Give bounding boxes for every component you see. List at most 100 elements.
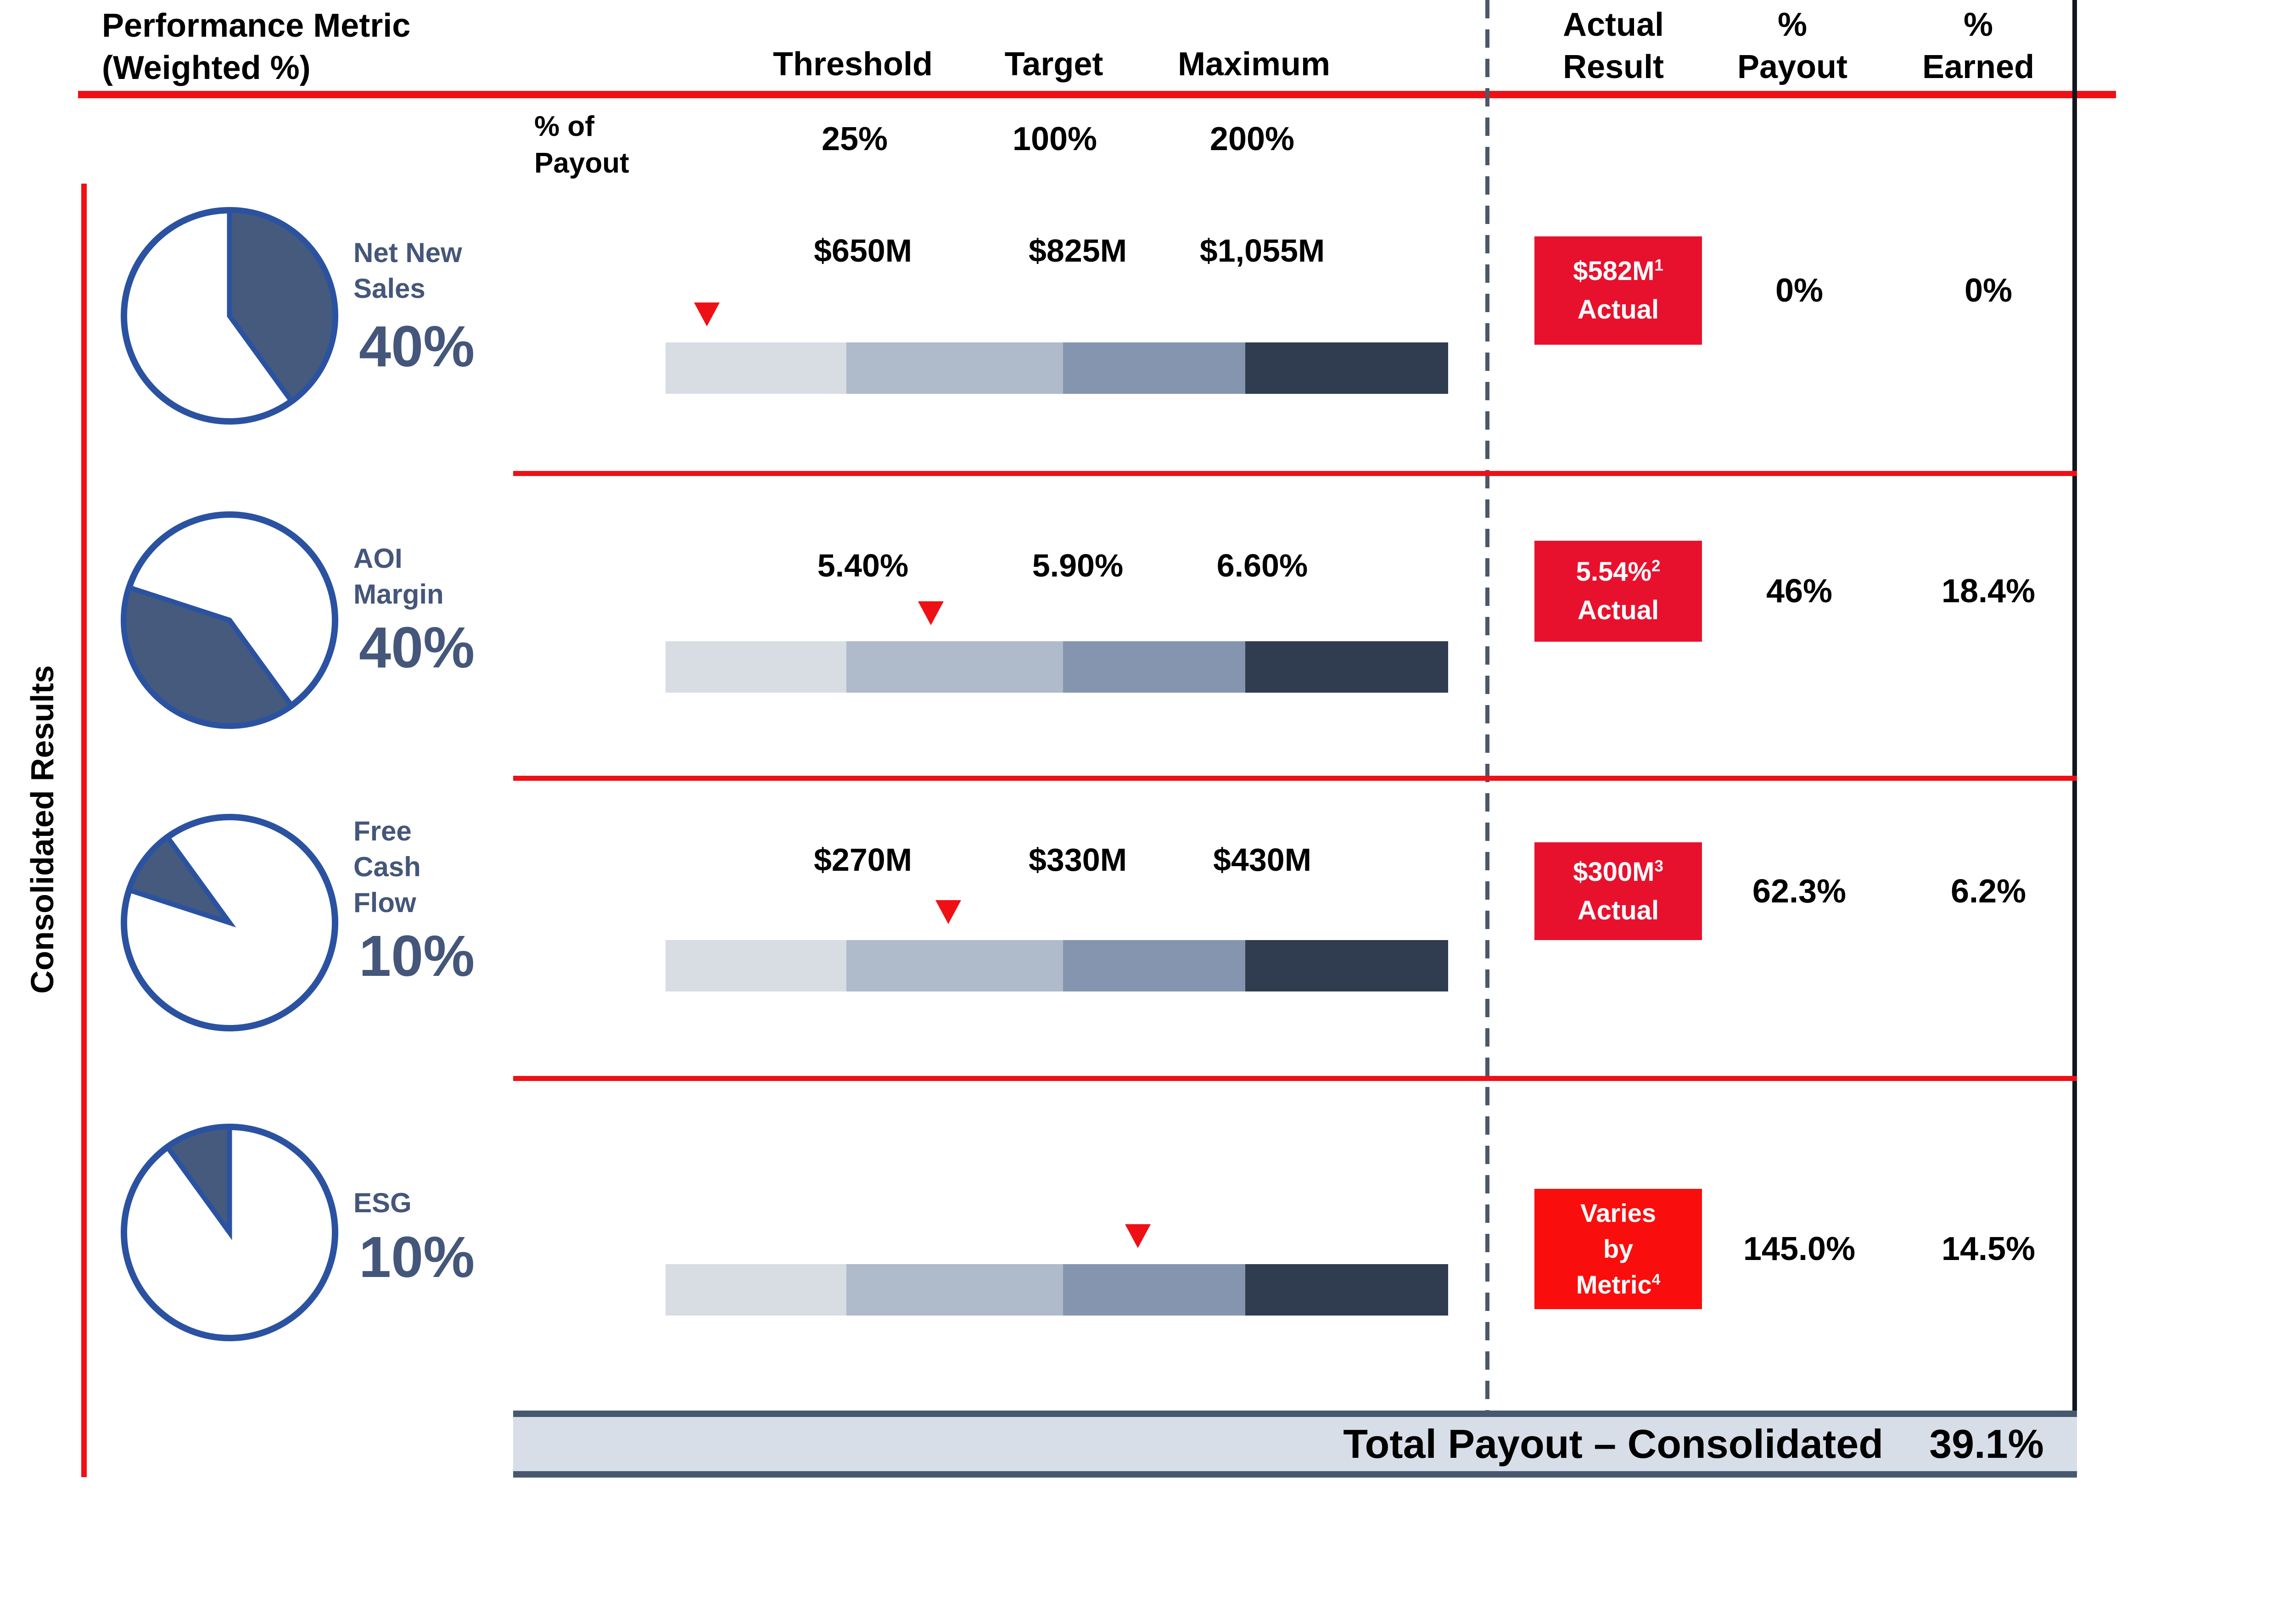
payout-tick-maximum: 200% xyxy=(1209,121,1295,157)
metric-label-free-cash-flow: Free Cash Flow xyxy=(353,813,421,921)
actual-result-box: Varies by Metric4 xyxy=(1534,1189,1702,1309)
actual-result-value: 5.54%2 xyxy=(1576,557,1661,587)
actual-result-value: $300M3 xyxy=(1573,857,1663,887)
pie-chart-net-new-sales-svg xyxy=(121,207,338,425)
target-value: 5.90% xyxy=(1032,548,1124,583)
actual-marker-triangle xyxy=(935,900,961,924)
pct-payout-value: 46% xyxy=(1766,573,1833,610)
actual-result-line: by xyxy=(1603,1234,1634,1263)
pct-payout-value: 145.0% xyxy=(1743,1231,1856,1267)
column-header-pct-earned: % Earned xyxy=(1818,4,2139,88)
target-value: $330M xyxy=(1028,842,1127,878)
pie-chart-free-cash-flow xyxy=(115,808,344,1037)
column-header-actual-line2: Result xyxy=(1562,49,1664,85)
scale-segment-maximum xyxy=(1245,641,1448,693)
performance-metric-header-line2: (Weighted %) xyxy=(102,50,311,86)
actual-result-caption: Actual xyxy=(1577,895,1659,925)
metric-label-line: Cash xyxy=(353,851,421,882)
metric-label-line: Sales xyxy=(353,273,425,304)
pct-payout-value: 62.3% xyxy=(1752,873,1847,910)
column-header-pct-payout-line1: % xyxy=(1777,6,1808,43)
column-header-maximum: Maximum xyxy=(1177,46,1331,83)
actual-result-box: $300M3 Actual xyxy=(1534,842,1702,940)
pct-of-payout-line2: Payout xyxy=(534,147,629,179)
header-underline-rule xyxy=(78,91,2116,98)
actual-result-caption: Actual xyxy=(1577,595,1659,625)
pct-of-payout-line1: % of xyxy=(534,111,594,142)
metric-weight-net-new-sales: 40% xyxy=(359,314,475,379)
pie-chart-aoi-margin xyxy=(115,505,344,735)
column-header-actual-line1: Actual xyxy=(1562,6,1664,43)
pct-earned-value: 0% xyxy=(1964,272,2013,309)
scale-segment-below-threshold xyxy=(666,940,846,991)
actual-result-box: 5.54%2 Actual xyxy=(1534,541,1702,642)
scale-segment-target-to-maximum xyxy=(1063,342,1246,394)
pie-chart-aoi-margin-svg xyxy=(121,511,338,729)
payout-tick-threshold: 25% xyxy=(821,121,888,157)
footnote-marker: 1 xyxy=(1654,256,1663,274)
target-value: $825M xyxy=(1028,233,1127,269)
payout-scale-bar xyxy=(666,342,1448,394)
scale-segment-maximum xyxy=(1245,940,1448,991)
metric-label-aoi-margin: AOI Margin xyxy=(353,541,444,612)
pct-earned-value: 14.5% xyxy=(1941,1231,2036,1267)
pie-chart-free-cash-flow-svg xyxy=(121,814,338,1031)
actual-result-line: Varies xyxy=(1580,1198,1657,1227)
footnote-marker: 4 xyxy=(1651,1271,1661,1288)
scale-segment-target-to-maximum xyxy=(1063,1264,1246,1316)
metric-label-line: Margin xyxy=(353,579,444,610)
metric-label-line: Net New xyxy=(353,237,462,268)
column-header-pct-payout: % Payout xyxy=(1632,4,1953,88)
footnote-marker: 3 xyxy=(1654,857,1663,875)
pie-chart-net-new-sales xyxy=(115,201,344,431)
threshold-value: 5.40% xyxy=(817,548,909,583)
total-payout-value: 39.1% xyxy=(1929,1421,2044,1467)
pct-earned-value: 6.2% xyxy=(1950,873,2026,910)
scale-segment-threshold-to-target xyxy=(846,342,1064,394)
scale-segment-maximum xyxy=(1245,342,1448,394)
threshold-value: $650M xyxy=(813,233,912,269)
scale-segment-below-threshold xyxy=(666,641,846,693)
scale-segment-target-to-maximum xyxy=(1063,641,1246,693)
column-header-pct-earned-line2: Earned xyxy=(1922,49,2035,85)
metric-label-line: Free xyxy=(353,816,412,846)
metric-label-esg: ESG xyxy=(353,1185,412,1221)
performance-metric-header: Performance Metric (Weighted %) xyxy=(102,5,410,89)
pct-of-payout-label: % of Payout xyxy=(534,108,629,182)
actual-result-divider-dashed-line xyxy=(1485,0,1489,1411)
column-header-actual-result: Actual Result xyxy=(1453,4,1774,88)
scale-segment-threshold-to-target xyxy=(846,641,1064,693)
scale-segment-threshold-to-target xyxy=(846,940,1064,991)
metric-label-line: Flow xyxy=(353,887,416,918)
metric-weight-esg: 10% xyxy=(359,1225,475,1289)
payout-tick-target: 100% xyxy=(1012,121,1097,157)
total-payout-label: Total Payout – Consolidated xyxy=(1343,1421,1883,1467)
table-right-border xyxy=(2072,0,2077,1477)
column-header-threshold: Threshold xyxy=(772,46,933,83)
actual-result-box: $582M1 Actual xyxy=(1534,236,1702,345)
column-header-target: Target xyxy=(1004,46,1103,83)
metric-weight-free-cash-flow: 10% xyxy=(359,924,475,988)
pct-earned-value: 18.4% xyxy=(1941,573,2036,610)
scale-segment-below-threshold xyxy=(666,1264,846,1316)
maximum-value: $1,055M xyxy=(1199,233,1325,269)
pie-chart-esg-svg xyxy=(121,1124,338,1341)
actual-marker-triangle xyxy=(1125,1224,1151,1248)
actual-result-line: Metric4 xyxy=(1576,1270,1661,1299)
scale-segment-below-threshold xyxy=(666,342,846,394)
metric-label-line: ESG xyxy=(353,1187,412,1218)
actual-marker-triangle xyxy=(918,601,944,625)
scale-segment-target-to-maximum xyxy=(1063,940,1246,991)
row-separator-rule xyxy=(513,776,2077,781)
pie-chart-esg xyxy=(115,1118,344,1347)
maximum-value: $430M xyxy=(1213,842,1312,878)
row-separator-rule xyxy=(513,1076,2077,1081)
scale-segment-threshold-to-target xyxy=(846,1264,1064,1316)
metric-label-net-new-sales: Net New Sales xyxy=(353,235,462,307)
row-separator-rule xyxy=(513,471,2077,476)
consolidated-results-side-label: Consolidated Results xyxy=(24,665,60,994)
actual-result-value: $582M1 xyxy=(1573,256,1663,286)
footnote-marker: 2 xyxy=(1651,557,1661,575)
metric-weight-aoi-margin: 40% xyxy=(359,615,475,680)
